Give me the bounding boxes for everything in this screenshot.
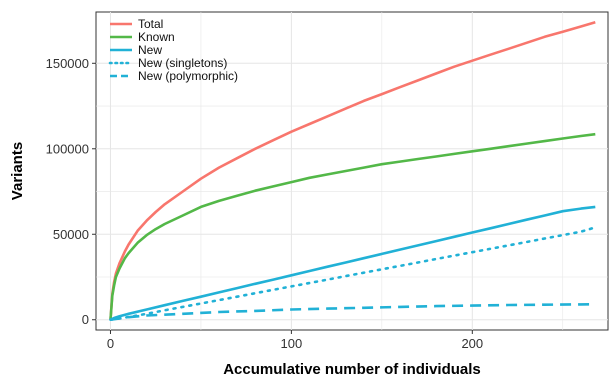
series-line-3	[109, 226, 597, 322]
y-tick-label: 100000	[46, 141, 89, 156]
series-layer	[109, 21, 597, 322]
y-axis-ticks: 0 50000 100000 150000	[46, 56, 96, 327]
x-axis-ticks: 0 100 200	[107, 330, 483, 351]
y-axis-title: Variants	[9, 142, 26, 200]
grid-lines	[96, 12, 608, 330]
x-axis-title: Accumulative number of individuals	[223, 361, 481, 378]
legend-label-2: New	[138, 43, 162, 57]
series-line-0	[109, 21, 596, 320]
series-line-1	[109, 132, 596, 320]
series-line-4	[110, 302, 596, 321]
y-tick-label: 0	[82, 312, 89, 327]
y-tick-label: 50000	[53, 227, 89, 242]
x-tick-label: 200	[461, 336, 483, 351]
legend-label-1: Known	[138, 30, 175, 44]
legend-label-3: New (singletons)	[138, 56, 227, 70]
series-line-2	[109, 205, 596, 321]
x-tick-label: 100	[281, 336, 303, 351]
legend-label-0: Total	[138, 17, 163, 31]
x-tick-label: 0	[107, 336, 114, 351]
y-tick-label: 150000	[46, 56, 89, 71]
legend-label-4: New (polymorphic)	[138, 69, 238, 83]
